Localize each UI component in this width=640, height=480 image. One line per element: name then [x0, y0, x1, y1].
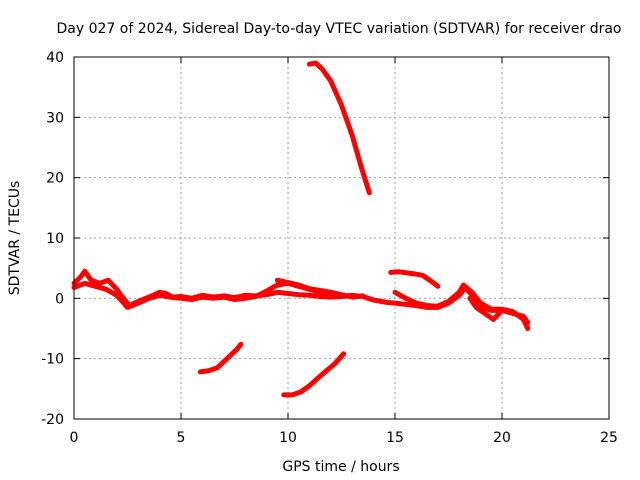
- data-series: [71, 60, 531, 398]
- x-tick-label: 15: [386, 430, 404, 446]
- x-tick-label: 5: [177, 430, 186, 446]
- series-arc-mid-right: [388, 269, 441, 289]
- y-tick-label: -20: [41, 412, 64, 428]
- series-arc-main-3: [274, 277, 366, 300]
- x-axis-label: GPS time / hours: [282, 459, 399, 475]
- series-arc-main-5: [467, 295, 505, 322]
- y-tick-label: 0: [55, 291, 64, 307]
- y-tick-label: 40: [46, 50, 64, 66]
- y-tick-label: 30: [46, 110, 64, 126]
- grid-lines: [74, 57, 609, 419]
- y-tick-label: 20: [46, 171, 64, 187]
- series-arc-main-4: [392, 282, 531, 331]
- chart-title: Day 027 of 2024, Sidereal Day-to-day VTE…: [56, 21, 621, 37]
- series-arc-high: [306, 60, 372, 196]
- y-tick-label: 10: [46, 231, 64, 247]
- x-tick-label: 25: [600, 430, 618, 446]
- axis-ticks: 0 5 10 15 20 25 -20 -10 0 10 20 30 40: [41, 50, 618, 446]
- y-axis-label: SDTVAR / TECUs: [7, 181, 23, 296]
- x-tick-label: 20: [493, 430, 511, 446]
- x-tick-label: 10: [279, 430, 297, 446]
- series-arc-low-2: [281, 351, 347, 398]
- y-tick-label: -10: [41, 352, 64, 368]
- series-arc-low-1: [197, 341, 244, 375]
- x-tick-label: 0: [70, 430, 79, 446]
